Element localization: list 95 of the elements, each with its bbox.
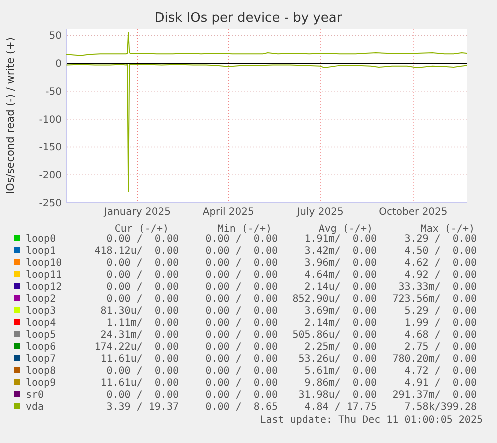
- text: Avg (-/+): [318, 224, 373, 235]
- text: 4.92 / 0.00: [404, 270, 477, 281]
- legend-label: loop8: [26, 366, 56, 377]
- text: 0.00 / 0.00: [106, 282, 179, 293]
- legend-label: loop2: [26, 294, 56, 305]
- text: 505.86u/ 0.00: [292, 330, 377, 341]
- text: 0.00 / 0.00: [206, 390, 278, 401]
- legend-label: vda: [26, 402, 44, 413]
- x-tick-label: July 2025: [296, 207, 344, 218]
- legend-label: loop3: [26, 306, 56, 317]
- text: 0.00 / 0.00: [206, 234, 278, 245]
- text: 4.91 / 0.00: [404, 378, 477, 389]
- legend-label: loop11: [26, 270, 62, 281]
- text: 2.14u/ 0.00: [304, 282, 377, 293]
- line-series: [66, 32, 468, 56]
- text: 4.50 / 0.00: [404, 246, 477, 257]
- text: Max (-/+): [420, 224, 475, 235]
- text: 0.00 / 0.00: [106, 258, 179, 269]
- text: 2.14m/ 0.00: [304, 318, 377, 329]
- text: 4.62 / 0.00: [404, 258, 477, 269]
- x-tick-label: January 2025: [103, 207, 171, 218]
- text: 3.29 / 0.00: [404, 234, 477, 245]
- text: 3.96m/ 0.00: [304, 258, 377, 269]
- text: 31.98u/ 0.00: [298, 390, 377, 401]
- text: 0.00 / 0.00: [206, 294, 278, 305]
- text: 0.00 / 0.00: [206, 366, 278, 377]
- text: 4.72 / 0.00: [404, 366, 477, 377]
- x-tick-label: October 2025: [379, 207, 448, 218]
- y-tick-label: 50: [49, 31, 62, 42]
- legend-label: loop7: [26, 354, 56, 365]
- text: 5.61m/ 0.00: [304, 366, 377, 377]
- y-tick-label: -250: [39, 198, 62, 210]
- text: 2.25m/ 0.00: [304, 342, 377, 353]
- text: 0.00 / 0.00: [206, 318, 278, 329]
- legend-label: loop0: [26, 234, 56, 245]
- text: Min (-/+): [218, 224, 272, 235]
- text: Last update: Thu Dec 11 01:00:05 2025: [260, 415, 483, 426]
- legend-label: loop5: [26, 330, 56, 341]
- text: 0.00 / 0.00: [106, 366, 179, 377]
- text: 1.11m/ 0.00: [106, 318, 179, 329]
- text: 1.99 / 0.00: [404, 318, 477, 329]
- text: 174.22u/ 0.00: [94, 342, 179, 353]
- y-tick-label: -100: [39, 114, 62, 126]
- text: 11.61u/ 0.00: [100, 378, 179, 389]
- text: 852.90u/ 0.00: [292, 294, 377, 305]
- text: 0.00 / 0.00: [206, 378, 278, 389]
- text: 0.00 / 0.00: [206, 330, 278, 341]
- text: 780.20m/ 0.00: [392, 354, 477, 365]
- text: 0.00 / 0.00: [206, 342, 278, 353]
- text: 4.84 / 17.75: [304, 402, 377, 413]
- legend-label: loop1: [26, 246, 56, 257]
- text: 0.00 / 0.00: [206, 258, 278, 269]
- text: 4.64m/ 0.00: [304, 270, 377, 281]
- text: 3.42m/ 0.00: [304, 246, 377, 257]
- text: 5.29 / 0.00: [404, 306, 477, 317]
- legend-label: loop12: [26, 282, 62, 293]
- text: 33.33m/ 0.00: [398, 282, 477, 293]
- y-tick-label: -150: [39, 142, 62, 154]
- text: 0.00 / 0.00: [106, 294, 179, 305]
- y-axis-title: IOs/second read (-) / write (+): [5, 37, 17, 195]
- text: 3.69m/ 0.00: [304, 306, 377, 317]
- text: 24.31m/ 0.00: [100, 330, 179, 341]
- text: 291.37m/ 0.00: [392, 390, 477, 401]
- text: 81.30u/ 0.00: [100, 306, 179, 317]
- legend-label: loop10: [26, 258, 62, 269]
- text: 11.61u/ 0.00: [100, 354, 179, 365]
- text: 723.56m/ 0.00: [392, 294, 477, 305]
- text: 0.00 / 0.00: [206, 282, 278, 293]
- text: 4.68 / 0.00: [404, 330, 477, 341]
- text: 2.75 / 0.00: [404, 342, 477, 353]
- legend-label: loop4: [26, 318, 56, 329]
- text: 0.00 / 0.00: [206, 270, 278, 281]
- text: 53.26u/ 0.00: [298, 354, 377, 365]
- line-series: [66, 64, 468, 192]
- text: 0.00 / 0.00: [206, 354, 278, 365]
- text: 7.58k/399.28: [404, 402, 477, 413]
- text: Cur (-/+): [114, 224, 169, 235]
- y-tick-label: 0: [56, 59, 62, 70]
- legend-label: sr0: [26, 390, 44, 401]
- text: 3.39 / 19.37: [106, 402, 179, 413]
- text: 418.12u/ 0.00: [94, 246, 179, 257]
- text: 0.00 / 0.00: [206, 246, 278, 257]
- legend-label: loop9: [26, 378, 56, 389]
- legend-label: loop6: [26, 342, 56, 353]
- text: 0.00 / 0.00: [106, 270, 179, 281]
- text: 0.00 / 0.00: [106, 234, 179, 245]
- y-tick-label: -200: [39, 170, 62, 182]
- text: 0.00 / 0.00: [106, 390, 179, 401]
- text: 0.00 / 8.65: [206, 402, 278, 413]
- y-tick-label: -50: [46, 86, 62, 98]
- text: 0.00 / 0.00: [206, 306, 278, 317]
- text: 9.86m/ 0.00: [304, 378, 377, 389]
- chart-title: Disk IOs per device - by year: [154, 11, 343, 26]
- text: 1.91m/ 0.00: [304, 234, 377, 245]
- x-tick-label: April 2025: [202, 207, 254, 218]
